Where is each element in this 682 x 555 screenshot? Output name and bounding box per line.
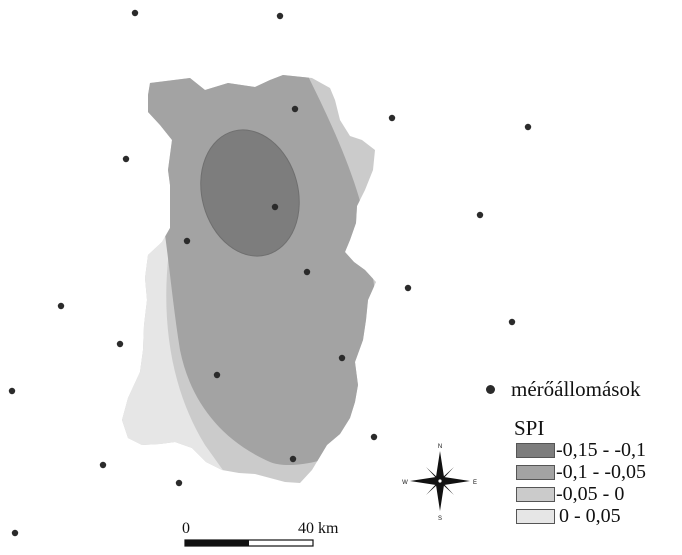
legend-swatch — [516, 508, 555, 524]
station-point — [183, 237, 191, 245]
station-point — [370, 433, 378, 441]
compass-south: S — [438, 516, 442, 522]
compass-west: W — [402, 480, 408, 486]
compass-north: N — [438, 444, 442, 450]
scale-end-label: 40 km — [298, 520, 339, 537]
station-point — [99, 461, 107, 469]
legend-swatch — [516, 442, 555, 458]
station-point — [122, 155, 130, 163]
zone-neg0.15-neg0.1 — [200, 129, 300, 257]
legend-swatch — [516, 464, 555, 480]
compass-east: E — [473, 480, 477, 486]
station-point — [404, 284, 412, 292]
station-point — [131, 9, 139, 17]
legend-spi-class: -0,1 - -0,05 — [516, 461, 646, 483]
station-point — [291, 105, 299, 113]
station-point — [213, 371, 221, 379]
station-dot-icon — [486, 384, 495, 394]
legend-class-label: -0,15 - -0,1 — [556, 439, 646, 461]
station-point — [116, 340, 124, 348]
station-point — [524, 123, 532, 131]
station-point — [11, 529, 19, 537]
spi-zones — [122, 75, 376, 483]
station-point — [476, 211, 484, 219]
legend-station-entry: mérőállomások — [486, 376, 640, 402]
legend-spi-class: -0,15 - -0,1 — [516, 439, 646, 461]
station-point — [338, 354, 346, 362]
scale-start-label: 0 — [182, 520, 190, 537]
station-point — [57, 302, 65, 310]
station-point — [289, 455, 297, 463]
legend-spi-class: 0 - 0,05 — [516, 505, 646, 527]
station-point — [508, 318, 516, 326]
station-point — [388, 114, 396, 122]
legend-station-label: mérőállomások — [511, 376, 641, 401]
legend-swatch — [516, 486, 555, 502]
compass-rose-icon: N S W E — [402, 444, 477, 522]
station-point — [271, 203, 279, 211]
station-point — [175, 479, 183, 487]
station-points — [8, 9, 532, 537]
legend-spi-class: -0,05 - 0 — [516, 483, 646, 505]
station-point — [8, 387, 16, 395]
legend-class-label: -0,05 - 0 — [556, 483, 625, 505]
legend-class-label: 0 - 0,05 — [559, 505, 621, 527]
zone-neg0.1-neg0.05 — [140, 75, 376, 466]
legend-spi-classes: -0,15 - -0,1 -0,1 - -0,05 -0,05 - 0 0 - … — [516, 439, 646, 527]
legend-class-label: -0,1 - -0,05 — [556, 461, 646, 483]
scale-bar — [184, 539, 314, 547]
station-point — [303, 268, 311, 276]
station-point — [276, 12, 284, 20]
legend-spi-title: SPI — [514, 416, 545, 440]
